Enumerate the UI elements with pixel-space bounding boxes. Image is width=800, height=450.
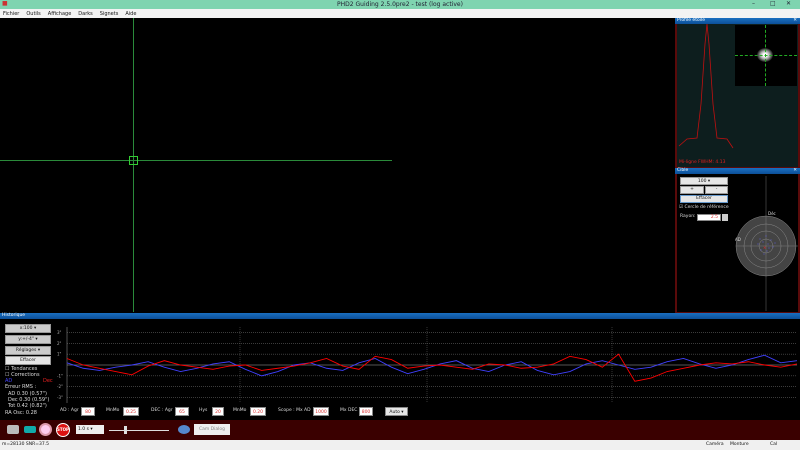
target-panel: Cible ✕ 100 ▾ + - Effacer ☑ Cercle de réf…	[675, 168, 800, 313]
title-bar: ■ PHD2 Guiding 2.5.0pre2 - test (log act…	[0, 0, 800, 9]
fwhm-label: Mi-ligne FWHM: 4.13	[679, 160, 726, 165]
close-icon[interactable]: ✕	[793, 168, 797, 173]
history-graph: 3" 2" 1" -1" -2" -3"	[57, 327, 798, 403]
profile-title: Profile étoile	[677, 18, 705, 23]
y-tick-label: -3"	[57, 395, 63, 400]
ra-aggr-label: AD : Agr	[60, 408, 79, 413]
window-title: PHD2 Guiding 2.5.0pre2 - test (log activ…	[337, 1, 463, 8]
ra-osc: RA Osc: 0.28	[5, 410, 37, 416]
ra-legend: AD	[5, 378, 13, 384]
rms-total: Tot 0.42 (0.82")	[8, 403, 47, 409]
minimize-button[interactable]: –	[752, 0, 755, 7]
history-clear-button[interactable]: Effacer	[5, 356, 51, 365]
crosshair-horizontal	[0, 160, 392, 161]
y-tick-label: 2"	[57, 341, 62, 346]
dec-legend: Dec	[43, 378, 53, 384]
trends-checkbox[interactable]: ☐ Tendances	[5, 366, 38, 372]
dec-aggr-label: DEC : Agr	[151, 408, 173, 413]
history-title-bar: Historique	[0, 313, 800, 319]
zoom-in-button[interactable]: +	[680, 186, 704, 194]
target-plot: ×	[735, 176, 798, 311]
y-scale-select[interactable]: y:+/-4" ▾	[5, 335, 51, 344]
dec-mode-select[interactable]: Auto ▾	[385, 407, 408, 416]
cam-dialog-button[interactable]: Cam Dialog	[194, 424, 230, 435]
gamma-slider-thumb[interactable]	[124, 426, 127, 434]
max-dec-label: Mx DEC	[340, 408, 358, 413]
mount-status: Monture	[730, 442, 749, 447]
loop-icon[interactable]	[24, 426, 36, 433]
series-ad-line	[66, 354, 798, 377]
profile-area: Mi-ligne FWHM: 4.13	[677, 23, 798, 167]
dec-minmo-label: MnMo	[233, 408, 247, 413]
ra-axis-label: AD	[735, 237, 741, 242]
toolbar: STOP 1.0 s ▾ Cam Dialog	[0, 420, 800, 440]
stop-button[interactable]: STOP	[56, 423, 70, 437]
profile-curve	[678, 23, 734, 149]
y-tick-label: -1"	[57, 373, 63, 378]
status-text: m=28130 SNR=37.5	[2, 442, 50, 447]
zoom-out-button[interactable]: -	[705, 186, 728, 194]
menu-affichage[interactable]: Affichage	[47, 10, 72, 17]
ra-minmo-input[interactable]: 0.25	[123, 407, 139, 416]
camera-view[interactable]	[0, 18, 675, 312]
rms-ra: AD 0.30 (0.57")	[8, 391, 47, 397]
close-icon[interactable]: ✕	[793, 18, 797, 23]
scope-max-ra-input[interactable]: 1000	[313, 407, 329, 416]
history-panel: Historique x:100 ▾ y:+/-4" ▾ Réglages ▾ …	[0, 313, 800, 420]
y-tick-label: -2"	[57, 384, 63, 389]
dec-minmo-input[interactable]: 0.20	[250, 407, 266, 416]
thumb-crosshair-h	[735, 55, 797, 56]
star-thumbnail	[735, 25, 797, 86]
menu-aide[interactable]: Aide	[125, 10, 137, 17]
menu-fichier[interactable]: Fichier	[3, 10, 20, 17]
y-tick-label: 3"	[57, 330, 62, 335]
ref-circle-checkbox[interactable]: ☑ Cercle de référence	[679, 205, 729, 210]
target-clear-button[interactable]: Effacer	[680, 195, 728, 203]
star-profile-panel: Profile étoile ✕ Mi-ligne FWHM: 4.13	[675, 18, 800, 168]
brain-icon[interactable]	[178, 425, 190, 434]
rms-dec: Dec 0.30 (0.59")	[8, 397, 50, 403]
camera-status: Caméra	[706, 442, 724, 447]
max-dec-input[interactable]: 800	[359, 407, 373, 416]
profile-graph	[678, 23, 734, 149]
maximize-button[interactable]: □	[770, 0, 776, 7]
menu-bar: Fichier Outils Affichage Darks Signets A…	[0, 9, 800, 18]
dec-axis-label: Déc	[768, 211, 776, 216]
profile-title-bar: Profile étoile ✕	[675, 18, 800, 24]
hys-input[interactable]: 20	[212, 407, 224, 416]
x-scale-select[interactable]: x:100 ▾	[5, 324, 51, 333]
cal-status: Cal	[770, 442, 778, 447]
ra-minmo-label: MnMo	[106, 408, 120, 413]
status-bar: m=28130 SNR=37.5 Caméra Monture Cal	[0, 440, 800, 450]
radius-label: Rayon:	[680, 214, 696, 219]
ra-aggr-input[interactable]: 80	[81, 407, 95, 416]
target-title-bar: Cible ✕	[675, 168, 800, 174]
guide-star-box	[129, 156, 138, 165]
menu-signets[interactable]: Signets	[99, 10, 119, 17]
guide-icon[interactable]	[39, 423, 52, 436]
history-settings-select[interactable]: Réglages ▾	[5, 346, 51, 355]
hys-label: Hys	[199, 408, 208, 413]
target-zoom-select[interactable]: 100 ▾	[680, 177, 728, 185]
exposure-select[interactable]: 1.0 s ▾	[76, 425, 104, 434]
scope-max-ra-label: Scope : Mx AD	[278, 408, 311, 413]
target-points	[757, 235, 776, 255]
close-button[interactable]: ✕	[786, 0, 792, 7]
camera-icon[interactable]	[7, 425, 19, 434]
history-title: Historique	[2, 313, 26, 318]
gamma-slider-track[interactable]	[109, 430, 169, 431]
crosshair-vertical	[133, 18, 134, 312]
menu-darks[interactable]: Darks	[78, 10, 93, 17]
radius-spinner[interactable]	[722, 214, 728, 221]
target-center-mark: ×	[763, 245, 766, 250]
series-dec-line	[66, 353, 798, 382]
rms-title: Erreur RMS :	[5, 384, 37, 390]
corrections-checkbox[interactable]: ☐ Corrections	[5, 372, 40, 378]
menu-outils[interactable]: Outils	[26, 10, 41, 17]
app-icon: ■	[2, 0, 8, 7]
y-tick-label: 1"	[57, 352, 62, 357]
dec-aggr-input[interactable]: 65	[175, 407, 189, 416]
target-title: Cible	[677, 168, 689, 173]
radius-input[interactable]: 2.5	[697, 214, 721, 221]
